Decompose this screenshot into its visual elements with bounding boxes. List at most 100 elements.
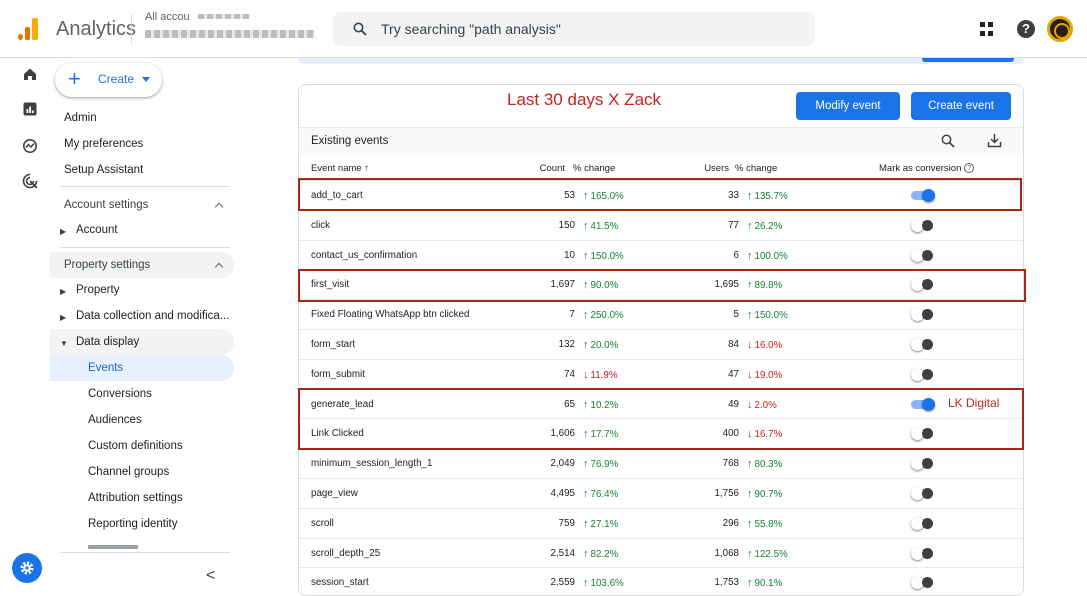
- analytics-logo-icon[interactable]: [18, 16, 40, 40]
- table-row[interactable]: scroll_depth_25 2,514 ↑ 82.2% 1,068 ↑ 122.5%: [299, 539, 1023, 569]
- nav-conversions[interactable]: Conversions: [88, 388, 152, 400]
- conversion-toggle[interactable]: [911, 427, 935, 441]
- event-name[interactable]: first_visit: [311, 279, 350, 291]
- event-name[interactable]: minimum_session_length_1: [311, 458, 433, 470]
- table-row[interactable]: form_start 132 ↑ 20.0% 84 ↓ 16.0%: [299, 330, 1023, 360]
- conversion-toggle[interactable]: [911, 457, 935, 471]
- arrow-up-icon: ↑: [583, 458, 589, 471]
- conversion-toggle[interactable]: [911, 218, 935, 232]
- nav-setup-assistant[interactable]: Setup Assistant: [64, 164, 144, 176]
- download-icon[interactable]: [987, 133, 1002, 148]
- event-name[interactable]: form_submit: [311, 368, 365, 380]
- event-name[interactable]: scroll_depth_25: [311, 547, 381, 559]
- event-name[interactable]: Fixed Floating WhatsApp btn clicked: [311, 309, 470, 321]
- nav-attribution-settings[interactable]: Attribution settings: [88, 492, 183, 504]
- nav-property[interactable]: Property: [76, 284, 120, 296]
- nav-reporting-identity[interactable]: Reporting identity: [88, 518, 178, 530]
- table-row[interactable]: session_start 2,559 ↑ 103.6% 1,753 ↑ 90.1%: [299, 568, 1023, 595]
- chevron-up-icon[interactable]: [214, 202, 224, 212]
- conversion-toggle[interactable]: [911, 189, 935, 202]
- conversion-toggle[interactable]: [911, 576, 935, 590]
- table-row[interactable]: page_view 4,495 ↑ 76.4% 1,756 ↑ 90.7%: [299, 479, 1023, 509]
- account-settings-header[interactable]: Account settings: [64, 199, 149, 211]
- table-row[interactable]: Link Clicked 1,606 ↑ 17.7% 400 ↓ 16.7%: [299, 419, 1023, 450]
- conversion-toggle[interactable]: [911, 397, 935, 411]
- count-change-value: 82.2%: [590, 548, 619, 560]
- avatar[interactable]: [1047, 16, 1073, 42]
- conversion-toggle[interactable]: [911, 546, 935, 560]
- toggle-knob: [911, 218, 933, 232]
- home-icon[interactable]: [22, 66, 38, 82]
- table-row[interactable]: scroll 759 ↑ 27.1% 296 ↑ 55.8%: [299, 509, 1023, 539]
- event-name[interactable]: contact_us_confirmation: [311, 249, 418, 261]
- nav-data-display[interactable]: Data display: [76, 336, 140, 348]
- help-circle-icon[interactable]: ?: [964, 163, 975, 174]
- table-row[interactable]: click 150 ↑ 41.5% 77 ↑ 26.2%: [299, 211, 1023, 241]
- toggle-knob: [922, 397, 935, 411]
- admin-settings-button[interactable]: [12, 553, 42, 583]
- event-name[interactable]: Link Clicked: [311, 428, 364, 440]
- table-row[interactable]: minimum_session_length_1 2,049 ↑ 76.9% 768 ↑ 8…: [299, 449, 1023, 479]
- conversion-toggle[interactable]: [911, 337, 935, 351]
- col-users[interactable]: Users: [704, 163, 729, 174]
- apps-grid-icon[interactable]: [980, 22, 994, 36]
- conversion-toggle[interactable]: [911, 308, 935, 322]
- property-settings-header[interactable]: Property settings: [64, 259, 151, 271]
- count-change-value: 165.0%: [590, 191, 624, 202]
- nav-account[interactable]: Account: [76, 224, 118, 236]
- nav-audiences[interactable]: Audiences: [88, 414, 142, 426]
- nav-events[interactable]: Events: [88, 362, 124, 374]
- event-name[interactable]: scroll: [311, 517, 334, 529]
- events-table-body: add_to_cart 53 ↑ 165.0% 33 ↑ 135.7% click 150 ↑ 41…: [299, 181, 1023, 595]
- count-change-value: 76.4%: [590, 488, 619, 500]
- create-button[interactable]: + Create: [55, 63, 162, 97]
- table-row[interactable]: contact_us_confirmation 10 ↑ 150.0% 6 ↑ 100.0%: [299, 241, 1023, 271]
- search-icon[interactable]: [941, 134, 955, 148]
- conversion-toggle[interactable]: [911, 516, 935, 530]
- conversion-toggle[interactable]: [911, 367, 935, 381]
- banner-button[interactable]: [922, 58, 1014, 62]
- users-change-value: 100.0%: [754, 250, 788, 262]
- col-mark-conversion-label: Mark as conversion: [879, 163, 962, 174]
- arrow-up-icon: ↑: [583, 249, 589, 262]
- reports-icon[interactable]: [22, 101, 38, 117]
- table-row[interactable]: add_to_cart 53 ↑ 165.0% 33 ↑ 135.7%: [299, 181, 1023, 211]
- collapse-nav-button[interactable]: <: [206, 567, 216, 584]
- toggle-knob: [911, 516, 933, 530]
- arrow-up-icon: ↑: [583, 190, 589, 202]
- table-row[interactable]: generate_lead 65 ↑ 10.2% 49 ↓ 2.0%: [299, 390, 1023, 420]
- table-row[interactable]: Fixed Floating WhatsApp btn clicked 7 ↑ 250…: [299, 300, 1023, 330]
- nav-channel-groups[interactable]: Channel groups: [88, 466, 170, 478]
- table-row[interactable]: first_visit 1,697 ↑ 90.0% 1,695 ↑ 89.8%: [299, 270, 1023, 301]
- col-event-name[interactable]: Event name ↑: [311, 163, 370, 174]
- collapse-arrow-icon: ▼: [60, 339, 68, 348]
- event-count: 759: [558, 517, 575, 529]
- conversion-toggle[interactable]: [911, 278, 935, 292]
- event-name[interactable]: page_view: [311, 487, 358, 499]
- search-bar[interactable]: Try searching "path analysis": [333, 12, 815, 46]
- nav-data-collection[interactable]: Data collection and modifica...: [76, 310, 230, 322]
- col-users-change[interactable]: % change: [735, 163, 778, 174]
- modify-event-button[interactable]: Modify event: [796, 92, 900, 120]
- event-name[interactable]: click: [311, 219, 331, 231]
- conversion-toggle[interactable]: [911, 486, 935, 500]
- account-selector-label[interactable]: All accou: [145, 11, 190, 23]
- event-name[interactable]: generate_lead: [311, 398, 374, 410]
- clipped-nav-item[interactable]: [88, 545, 138, 549]
- help-icon[interactable]: ?: [1017, 20, 1035, 38]
- advertising-icon[interactable]: [22, 173, 38, 189]
- event-name[interactable]: add_to_cart: [311, 190, 363, 201]
- col-count[interactable]: Count: [539, 163, 565, 174]
- explore-icon[interactable]: [22, 138, 38, 154]
- redacted-property-name[interactable]: [145, 30, 315, 38]
- event-name[interactable]: form_start: [311, 338, 356, 350]
- event-name[interactable]: session_start: [311, 577, 369, 589]
- create-event-button[interactable]: Create event: [911, 92, 1011, 120]
- nav-admin[interactable]: Admin: [64, 112, 97, 124]
- nav-my-preferences[interactable]: My preferences: [64, 138, 144, 150]
- nav-custom-definitions[interactable]: Custom definitions: [88, 440, 183, 452]
- col-count-change[interactable]: % change: [573, 163, 616, 174]
- table-row[interactable]: form_submit 74 ↓ 11.9% 47 ↓ 19.0%: [299, 360, 1023, 390]
- conversion-toggle[interactable]: [911, 248, 935, 262]
- users-change-value: 16.0%: [754, 339, 783, 351]
